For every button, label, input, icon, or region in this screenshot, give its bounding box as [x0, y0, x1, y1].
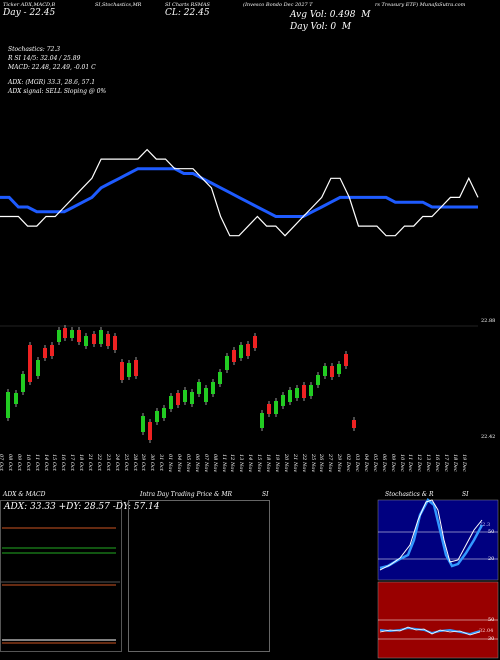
candle-body: [43, 348, 47, 358]
candle-body: [57, 330, 61, 342]
candle-body: [134, 360, 138, 376]
candle-body: [274, 401, 278, 414]
candle-body: [77, 330, 81, 342]
candle-body: [309, 385, 313, 396]
price-axis-bottom: 22.42: [481, 434, 496, 440]
stoch-k-line: [379, 498, 484, 570]
stoch-panel-title: Stochastics & R: [385, 491, 434, 498]
price-chart: [0, 148, 479, 327]
candle-body: [211, 382, 215, 394]
candle-body: [63, 328, 67, 338]
price-axis-top: 22.88: [481, 318, 496, 324]
header-site: rs Treasury ETF) MunafaSutra.com: [375, 2, 466, 8]
candle-body: [204, 388, 208, 402]
candle-body: [302, 385, 306, 398]
candle-body: [6, 392, 10, 418]
header-fund-name: (Invesco Bondo Dec 2027 T: [243, 2, 313, 8]
adx-panel-title: ADX & MACD: [3, 491, 46, 498]
stoch-panel-si: SI: [462, 491, 469, 498]
candle-body: [281, 395, 285, 406]
candle-body: [246, 344, 250, 356]
candle-body: [260, 413, 264, 428]
rsi-readout: R SI 14/5: 32.04 / 25.89: [8, 55, 81, 62]
candle-body: [162, 408, 166, 418]
candle-body: [225, 356, 229, 370]
candle-body: [92, 334, 96, 344]
candle-body: [21, 374, 25, 392]
candle-body: [28, 345, 32, 382]
candle-body: [14, 393, 18, 404]
candle-body: [267, 404, 271, 414]
macd-readout: MACD: 22.48, 22.49, -0.01 C: [8, 64, 96, 71]
candle-body: [218, 372, 222, 384]
candle-body: [295, 388, 299, 398]
candle-body: [84, 336, 88, 346]
day-label: Day - 22.45: [3, 8, 56, 18]
intraday-panel: [128, 500, 270, 652]
candle-body: [190, 392, 194, 404]
adx-panel: ADX: 33.33 +DY: 28.57 -DY: 57.14: [0, 500, 160, 652]
candle-body: [155, 411, 159, 422]
candle-body: [344, 354, 348, 366]
candle-body: [253, 336, 257, 348]
candle-chart: [6, 325, 356, 443]
intraday-panel-si: SI: [262, 491, 269, 498]
candle-body: [330, 366, 334, 377]
candle-body: [239, 345, 243, 358]
adx-panel-values: ADX: 33.33 +DY: 28.57 -DY: 57.14: [4, 502, 160, 512]
candle-body: [70, 330, 74, 338]
stoch-level-20: 20: [488, 556, 495, 562]
candle-body: [99, 330, 103, 344]
close-label: CL: 22.45: [165, 8, 210, 18]
stoch-level-50: 50: [488, 529, 495, 535]
stoch-value: 72.3: [479, 522, 491, 528]
candle-body: [127, 363, 131, 377]
intraday-panel-title: Intra Day Trading Price & MR: [140, 491, 233, 498]
candle-body: [50, 345, 54, 356]
day-volume: Day Vol: 0 M: [290, 22, 352, 32]
header-charts: SI Charts RSMAS: [165, 2, 210, 8]
avg-volume: Avg Vol: 0.498 M: [290, 10, 371, 20]
candle-body: [323, 366, 327, 376]
candle-body: [106, 334, 110, 346]
price-line: [0, 148, 479, 237]
candle-body: [120, 362, 124, 380]
rsi-value: 32.04: [479, 628, 494, 634]
adx-signal: ADX signal: SELL Sloping @ 0%: [8, 88, 107, 95]
mrsi-line: [379, 626, 481, 636]
rsi-level-50: 50: [488, 617, 495, 623]
header-indicators: SI,Stochastics,MR: [95, 2, 142, 8]
stoch-d-line: [379, 499, 483, 571]
candle-body: [169, 396, 173, 409]
candle-body: [232, 350, 236, 362]
candle-body: [148, 422, 152, 440]
candle-body: [337, 364, 341, 374]
candle-body: [197, 382, 201, 394]
moving-average-line: [0, 167, 478, 218]
header-ticker: Ticker ADX,MACD,B: [3, 2, 56, 8]
candle-body: [352, 420, 356, 428]
candle-body: [176, 393, 180, 405]
rsi-level-30: 30: [488, 636, 495, 642]
candle-body: [113, 336, 117, 350]
stoch-panel: [377, 499, 499, 581]
candle-body: [183, 390, 187, 402]
adx-readout: ADX: (MGR) 33.3, 28.6, 57.1: [8, 79, 96, 86]
candle-body: [141, 416, 145, 432]
stochastics-readout: Stochastics: 72.3: [8, 46, 61, 53]
candle-body: [316, 375, 320, 385]
candle-body: [36, 360, 40, 376]
candle-body: [288, 390, 292, 402]
